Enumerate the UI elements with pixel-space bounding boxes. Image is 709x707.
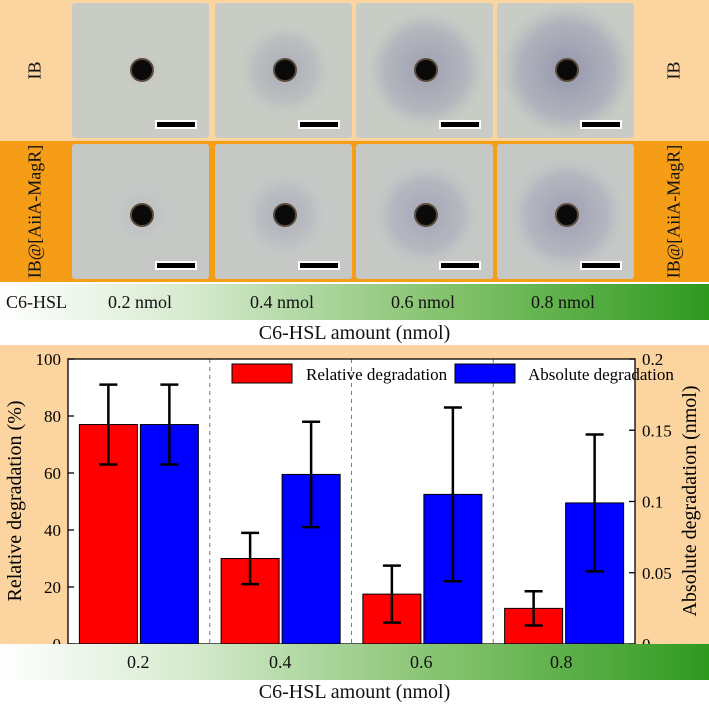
error-bar-absolute-0.2	[160, 383, 179, 466]
error-bar-absolute-0.4	[302, 420, 321, 529]
x-axis-title: C6-HSL amount (nmol)	[258, 681, 451, 703]
scale-bar	[580, 120, 622, 129]
scale-bar	[298, 261, 340, 270]
amount-label-1: 0.2 nmol	[108, 292, 173, 312]
scale-bar	[155, 261, 197, 270]
y-axis-label-right: Absolute degradation (nmol)	[679, 385, 701, 616]
plate-ib-4	[497, 3, 634, 138]
y-tick-left: 20	[44, 578, 61, 597]
category-label-2: 0.4	[269, 652, 292, 672]
well	[130, 58, 154, 82]
y-tick-left: 60	[44, 464, 61, 483]
y-tick-right: 0.05	[642, 564, 672, 583]
compound-label: C6-HSL	[6, 292, 68, 312]
well	[273, 203, 297, 227]
scale-bar	[580, 261, 622, 270]
scale-bar	[439, 120, 481, 129]
error-bar-absolute-0.8	[585, 433, 604, 573]
well	[130, 203, 154, 227]
y-axis-label-left: Relative degradation (%)	[4, 400, 26, 601]
scale-bar	[439, 261, 481, 270]
y-tick-right: 0.1	[642, 493, 663, 512]
plate-ib-2	[215, 3, 352, 138]
plate-mag-1	[72, 144, 209, 279]
legend-swatch-relative	[231, 363, 293, 384]
legend: Relative degradation Absolute degradatio…	[231, 363, 674, 384]
category-band: 0.2 0.4 0.6 0.8	[0, 644, 709, 680]
plate-mag-4	[497, 144, 634, 279]
degradation-chart: 020406080100 00.050.10.150.2 Relative de…	[0, 345, 709, 658]
y-tick-left: 100	[36, 350, 62, 369]
amount-label-4: 0.8 nmol	[531, 292, 596, 312]
category-label-4: 0.8	[550, 652, 573, 672]
amount-label-3: 0.6 nmol	[391, 292, 456, 312]
error-bar-relative-0.2	[99, 383, 118, 466]
row-label-mag-right: IB@[AiiA-MagR]	[639, 141, 709, 282]
plate-ib-1	[72, 3, 209, 138]
y-tick-left: 40	[44, 521, 61, 540]
legend-label-absolute: Absolute degradation	[528, 365, 674, 384]
plate-ib-3	[356, 3, 493, 138]
plate-mag-3	[356, 144, 493, 279]
plate-mag-2	[215, 144, 352, 279]
error-bar-relative-0.8	[524, 590, 543, 627]
error-bar-relative-0.6	[382, 564, 401, 624]
well	[273, 58, 297, 82]
legend-swatch-absolute	[454, 363, 516, 384]
error-bar-relative-0.4	[241, 531, 260, 586]
well	[414, 203, 438, 227]
legend-label-relative: Relative degradation	[306, 365, 448, 384]
well	[555, 58, 579, 82]
well	[555, 203, 579, 227]
row-label-ib-right: IB	[639, 0, 709, 141]
scale-bar	[155, 120, 197, 129]
category-label-3: 0.6	[410, 652, 433, 672]
panel-axis-title: C6-HSL amount (nmol)	[258, 322, 451, 344]
amount-band: C6-HSL 0.2 nmol 0.4 nmol 0.6 nmol 0.8 nm…	[0, 284, 709, 320]
row-label-ib-left: IB	[0, 0, 70, 141]
amount-label-2: 0.4 nmol	[250, 292, 315, 312]
y-tick-left: 80	[44, 407, 61, 426]
error-bar-absolute-0.6	[443, 406, 462, 583]
well	[414, 58, 438, 82]
scale-bar	[298, 120, 340, 129]
y-tick-right: 0.15	[642, 421, 672, 440]
y-tick-right: 0.2	[642, 350, 663, 369]
row-label-mag-left: IB@[AiiA-MagR]	[0, 141, 70, 282]
category-label-1: 0.2	[127, 652, 150, 672]
